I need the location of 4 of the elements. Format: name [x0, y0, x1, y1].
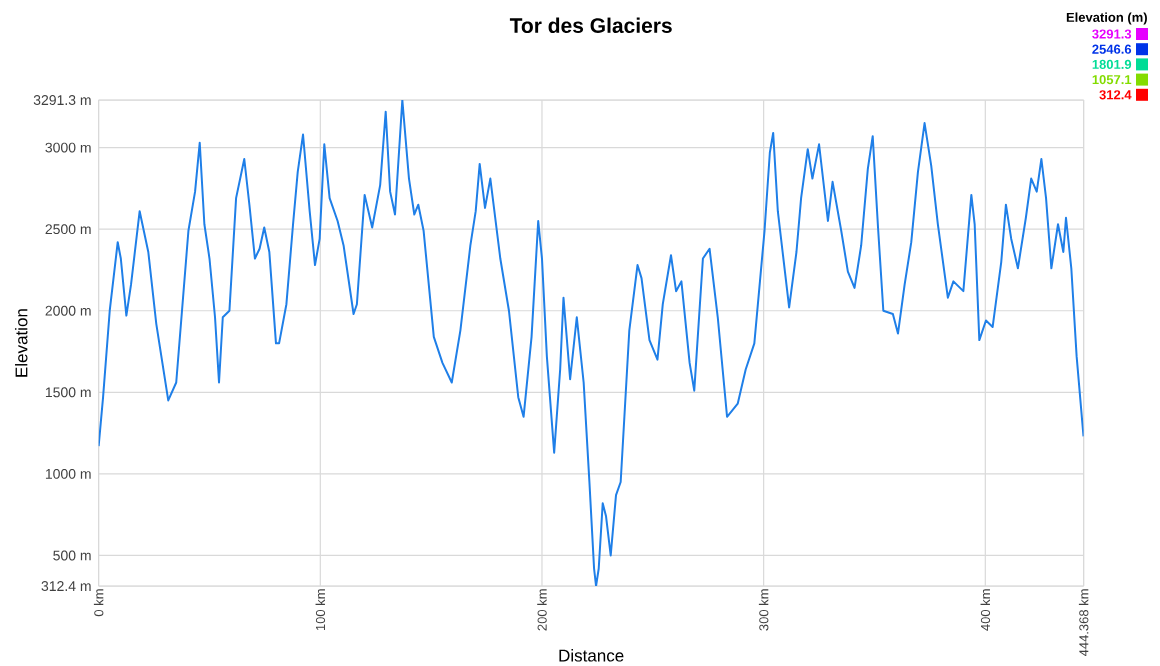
line-series [98, 100, 1084, 587]
chart-title: Tor des Glaciers [509, 17, 672, 34]
x-axis-title: Distance [559, 649, 624, 662]
y-axis-title: Elevation [14, 309, 28, 377]
